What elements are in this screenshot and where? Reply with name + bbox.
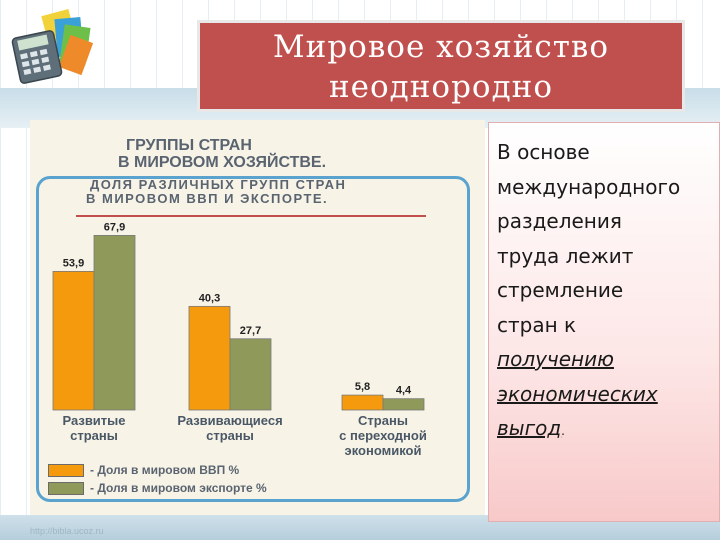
category-label-3-line-1: Страны — [358, 413, 408, 428]
bar-export-3 — [382, 398, 425, 411]
slide-title-line-2: неоднородно — [328, 69, 553, 105]
data-label-export-2: 27,7 — [240, 325, 261, 337]
bar-export-2 — [229, 338, 272, 411]
data-label-gdp-2: 40,3 — [199, 292, 220, 304]
body-line-6: стран к — [497, 312, 577, 337]
legend-swatch-export — [48, 482, 84, 496]
body-line-4: труда лежит — [497, 243, 634, 268]
legend-label-gdp: - Доля в мировом ВВП % — [90, 463, 240, 477]
slide-title: Мировое хозяйство неоднородно — [197, 20, 685, 112]
legend-label-export: - Доля в мировом экспорте % — [90, 481, 267, 495]
legend-swatch-gdp — [48, 464, 84, 478]
chart-panel: ГРУППЫ СТРАН В МИРОВОМ ХОЗЯЙСТВЕ. ДОЛЯ Р… — [30, 120, 485, 515]
body-line-5: стремление — [497, 278, 624, 302]
data-label-gdp-1: 53,9 — [63, 257, 84, 269]
bar-gdp-3 — [341, 394, 384, 411]
category-label-1-line-2: страны — [70, 428, 118, 443]
body-line-1: В основе — [497, 140, 590, 164]
slide-title-line-1: Мировое хозяйство — [272, 29, 610, 65]
chart-subtitle-line-1: ДОЛЯ РАЗЛИЧНЫХ ГРУПП СТРАН — [90, 177, 347, 192]
bar-gdp-2 — [188, 305, 231, 411]
subtitle-underline — [76, 215, 426, 217]
data-label-export-3: 4,4 — [396, 385, 412, 397]
end-period: . — [561, 424, 565, 438]
emphasis-line-3: выгод — [497, 416, 562, 440]
bar-export-1 — [93, 235, 136, 411]
category-label-1-line-1: Развитые — [62, 413, 125, 428]
legend-item-export: - Доля в мировом экспорте % — [48, 481, 267, 496]
chart-title-line-2: В МИРОВОМ ХОЗЯЙСТВЕ. — [118, 154, 327, 171]
bar-gdp-1 — [52, 270, 95, 411]
body-text: В основе международного разделения труда… — [497, 135, 680, 449]
emphasis-line-1: получению — [497, 347, 614, 371]
category-label-2-line-1: Развивающиеся — [177, 413, 282, 428]
category-label-3-line-2: с переходной — [339, 428, 427, 443]
body-line-3: разделения — [497, 209, 622, 233]
calculator-books-icon — [11, 9, 94, 84]
text-panel: В основе международного разделения труда… — [488, 122, 720, 522]
chart-subtitle: ДОЛЯ РАЗЛИЧНЫХ ГРУПП СТРАН В МИРОВОМ ВВП… — [86, 178, 346, 206]
data-label-gdp-3: 5,8 — [355, 381, 370, 393]
bar-chart: 53,967,9Развитыестраны40,327,7Развивающи… — [52, 221, 427, 458]
legend-item-gdp: - Доля в мировом ВВП % — [48, 463, 240, 478]
body-line-2: международного — [497, 174, 681, 199]
chart-frame — [36, 176, 470, 502]
category-label-2-line-2: страны — [206, 428, 254, 443]
category-label-3-line-3: экономикой — [345, 443, 422, 458]
footer-url: http://bibla.ucoz.ru — [30, 526, 104, 536]
chart-title: ГРУППЫ СТРАН В МИРОВОМ ХОЗЯЙСТВЕ. — [118, 137, 326, 171]
chart-title-line-1: ГРУППЫ СТРАН — [126, 137, 252, 154]
data-label-export-1: 67,9 — [104, 221, 125, 233]
emphasis-line-2: экономических — [497, 381, 658, 406]
chart-subtitle-line-2: В МИРОВОМ ВВП И ЭКСПОРТЕ. — [86, 191, 329, 206]
